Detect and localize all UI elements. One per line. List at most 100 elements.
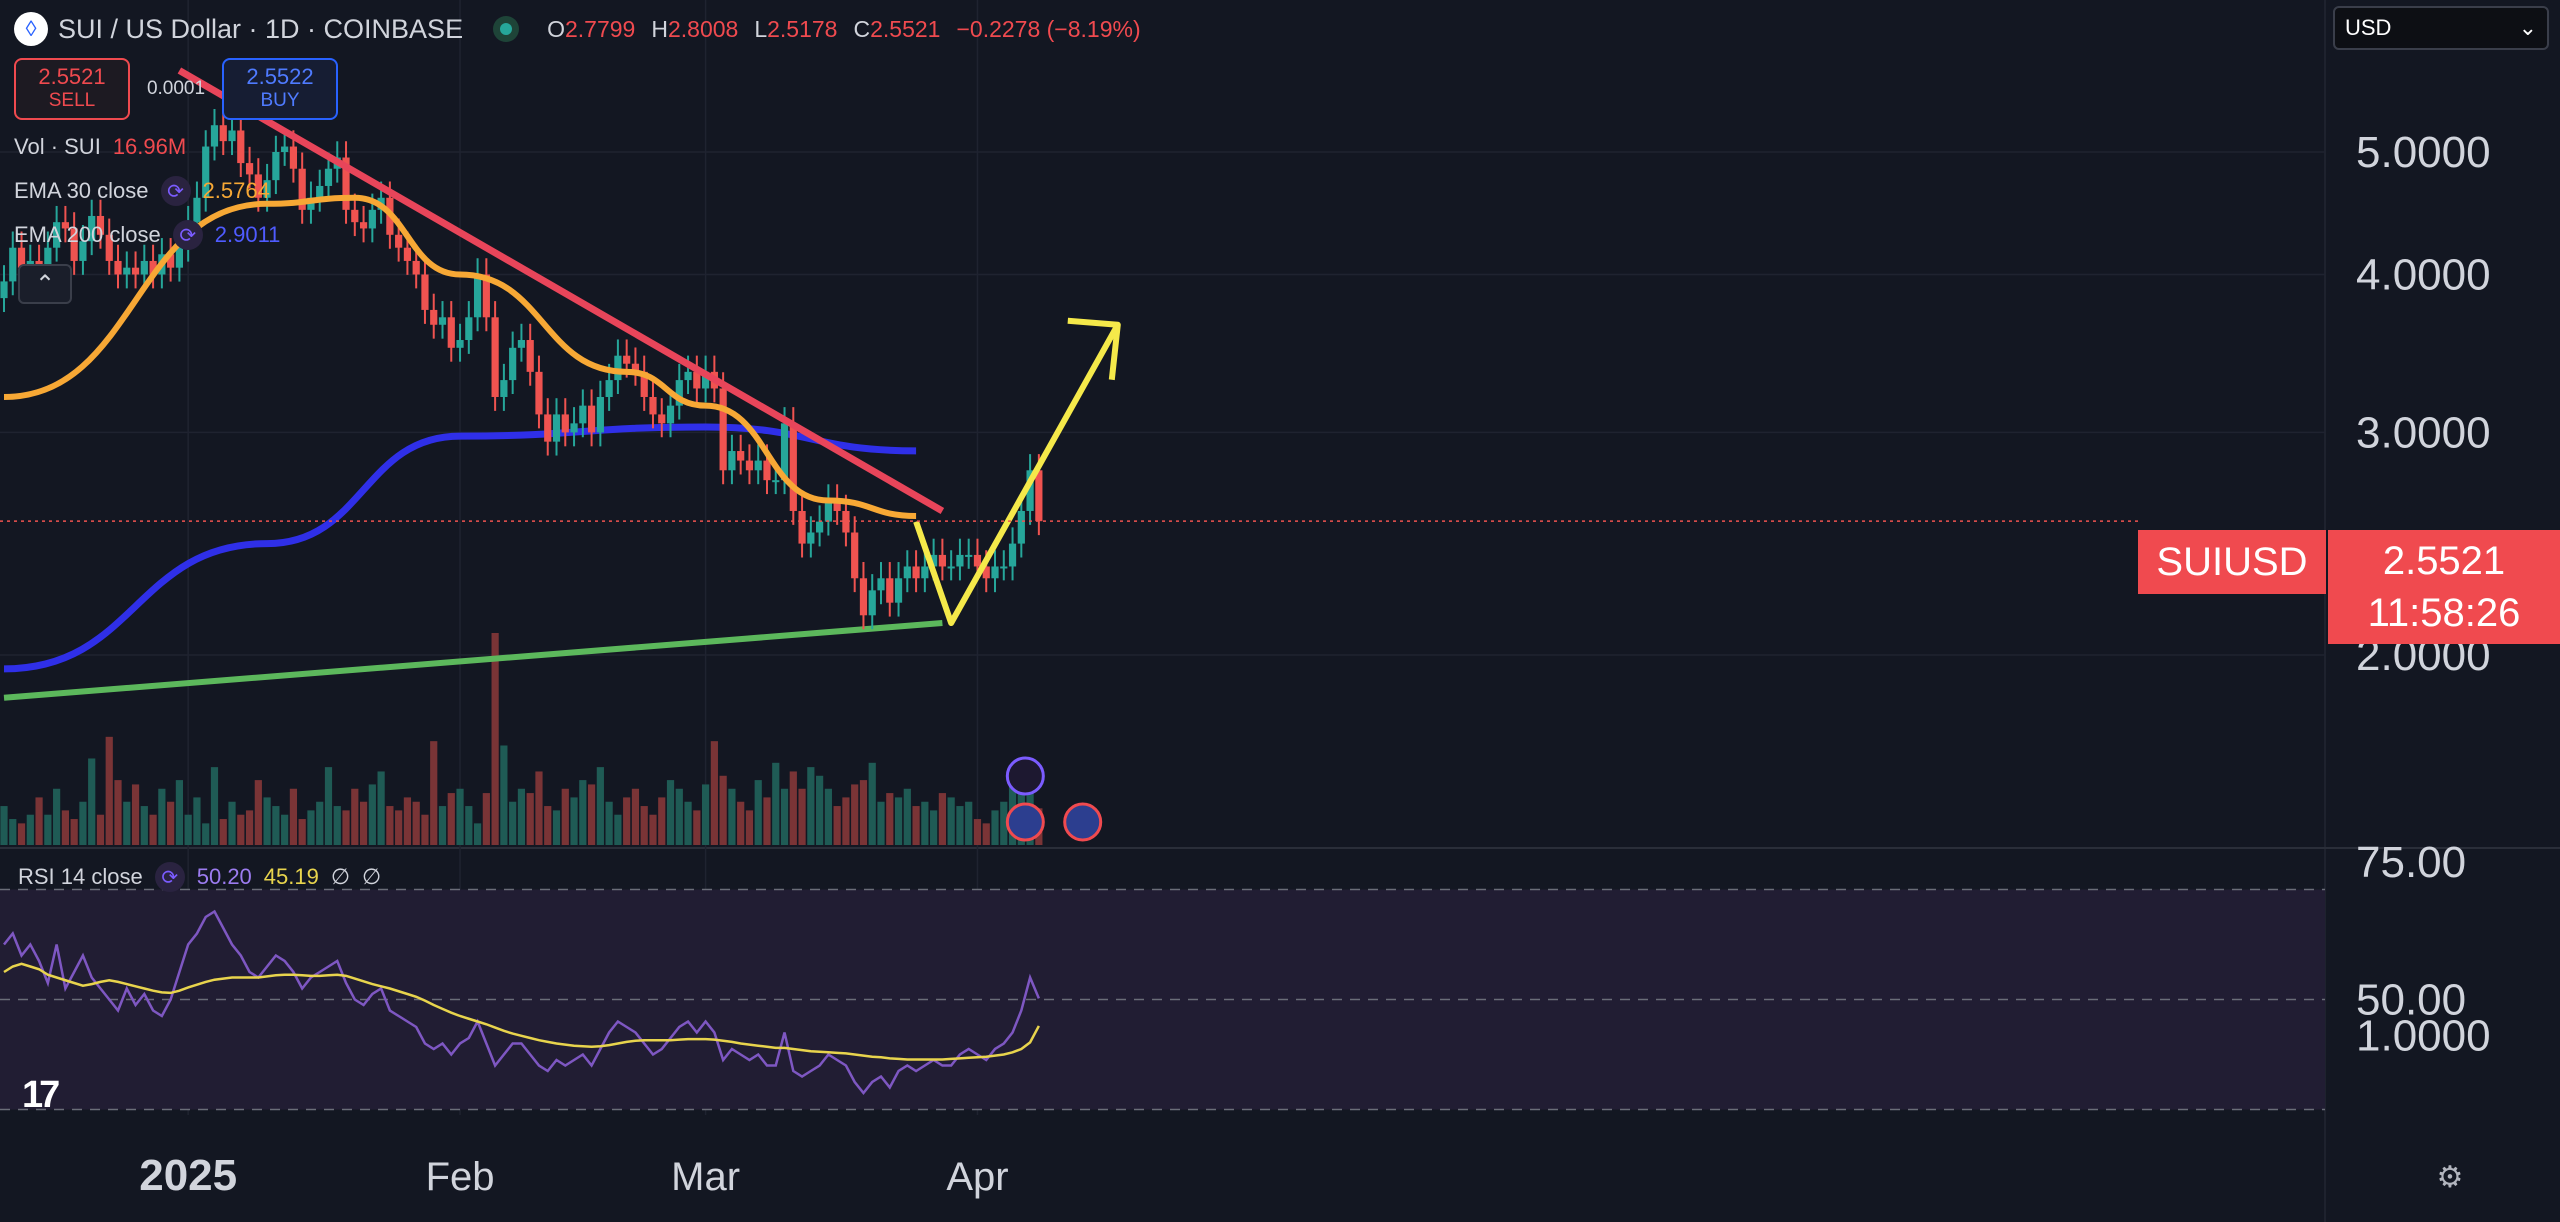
candle-body — [745, 460, 754, 471]
refresh-icon[interactable]: ⟳ — [160, 176, 191, 206]
candle-body — [131, 267, 140, 275]
volume-bar — [79, 801, 87, 845]
volume-bar — [973, 819, 982, 845]
currency-value: USD — [2345, 15, 2392, 40]
candle-body — [982, 566, 990, 579]
volume-bar — [719, 775, 727, 845]
candle-body — [973, 554, 982, 567]
volume-bar — [465, 806, 473, 845]
ema30-legend[interactable]: EMA 30 close ⟳ 2.5764 — [14, 176, 270, 206]
volume-bar — [184, 814, 192, 845]
volume-bar — [500, 745, 508, 845]
volume-bar — [9, 819, 17, 845]
market-open-icon — [493, 16, 520, 42]
candle-body — [210, 125, 219, 147]
candle-body — [412, 260, 420, 275]
volume-bar — [140, 806, 148, 845]
sell-button[interactable]: 2.5521 SELL — [14, 58, 130, 120]
candle-body — [859, 578, 868, 616]
candle-body — [202, 146, 210, 198]
candle-body — [780, 423, 789, 481]
candle-body — [447, 317, 455, 348]
volume-bar — [587, 784, 596, 845]
time-tick-label: 2025 — [139, 1151, 237, 1200]
candle-body — [114, 260, 122, 275]
volume-bar — [351, 788, 359, 845]
volume-bar — [614, 814, 622, 845]
candle-body — [245, 163, 254, 175]
candle-body — [754, 460, 762, 471]
volume-bar — [605, 801, 613, 845]
rsi-legend[interactable]: RSI 14 close ⟳ 50.20 45.19 ∅ ∅ — [18, 862, 381, 892]
volume-bar — [956, 806, 964, 845]
volume-bar — [237, 814, 245, 845]
rsi-tick-label: 50.00 — [2356, 976, 2466, 1025]
volume-bar — [105, 736, 113, 845]
volume-bar — [728, 788, 736, 845]
symbol-title[interactable]: SUI / US Dollar · 1D · COINBASE — [58, 13, 464, 44]
collapse-legend-button[interactable]: ⌃ — [18, 264, 72, 304]
refresh-icon[interactable]: ⟳ — [172, 220, 203, 250]
candle-body — [167, 254, 175, 268]
tradingview-logo[interactable]: 17 — [22, 1074, 60, 1116]
high-value: 2.8008 — [667, 15, 739, 42]
candle-body — [491, 317, 499, 397]
gear-icon[interactable]: ⚙ — [2436, 1161, 2464, 1194]
candle-body — [605, 380, 613, 397]
volume-bar — [245, 810, 254, 845]
candle-body — [666, 405, 675, 424]
volume-bar — [702, 784, 710, 845]
candle-body — [1000, 566, 1008, 569]
volume-legend[interactable]: Vol · SUI 16.96M — [14, 134, 186, 160]
currency-select[interactable]: USD ⌄ — [2333, 6, 2549, 50]
volume-bar — [693, 810, 701, 845]
volume-bar — [816, 775, 824, 845]
candle-body — [728, 451, 736, 471]
candle-body — [403, 247, 412, 261]
na-icon: ∅ — [330, 864, 351, 889]
volume-bar — [342, 810, 350, 845]
volume-bar — [1000, 801, 1008, 845]
buy-button[interactable]: 2.5522 BUY — [222, 58, 338, 120]
candle-body — [254, 174, 262, 198]
volume-bar — [710, 741, 718, 845]
volume-bar — [263, 797, 271, 845]
volume-bar — [754, 780, 762, 845]
volume-bar — [640, 806, 648, 845]
ema200-legend[interactable]: EMA 200 close ⟳ 2.9011 — [14, 220, 280, 250]
refresh-icon[interactable]: ⟳ — [154, 862, 185, 892]
rsi-ma-value: 45.19 — [263, 864, 319, 889]
ema200-line — [3, 423, 917, 673]
volume-bar — [412, 801, 420, 845]
buy-label: BUY — [260, 90, 300, 111]
volume-bar — [333, 806, 341, 845]
candle-body — [140, 260, 148, 275]
volume-bar — [158, 788, 166, 845]
volume-bar — [509, 801, 517, 845]
volume-bar — [316, 801, 324, 845]
candle-body — [903, 566, 911, 579]
volume-bar — [947, 797, 955, 845]
candle-body — [965, 554, 973, 557]
candle-body — [991, 566, 999, 579]
volume-bar — [70, 819, 78, 845]
change-value: −0.2278 (−8.19%) — [956, 15, 1141, 42]
volume-bar — [544, 806, 552, 845]
candle-body — [579, 405, 587, 424]
volume-bar — [219, 819, 227, 845]
volume-bar — [377, 771, 385, 845]
candle-body — [561, 414, 569, 433]
ema30-label: EMA 30 close — [14, 178, 149, 203]
volume-bar — [745, 810, 754, 845]
candle-body — [938, 554, 946, 567]
candle-body — [570, 423, 578, 433]
volume-bar — [579, 780, 587, 845]
rsi-tick-label: 75.00 — [2356, 838, 2466, 887]
candle-body — [237, 130, 245, 164]
volume-bar — [772, 762, 780, 845]
candle-body — [851, 532, 859, 579]
symbol-price-label: SUIUSD — [2138, 530, 2326, 594]
rsi-ma-line — [3, 962, 1040, 1061]
volume-bar — [26, 814, 34, 845]
